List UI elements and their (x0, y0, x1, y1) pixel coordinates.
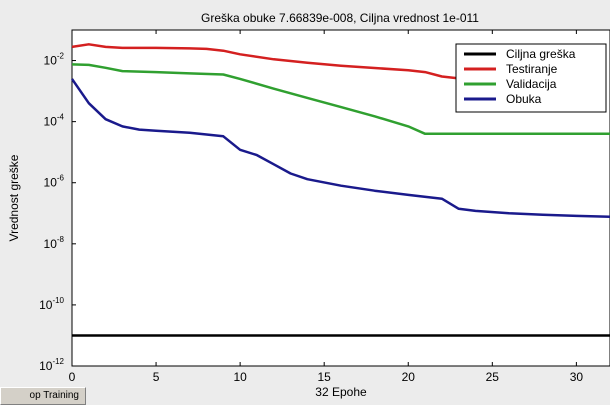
chart-title: Greška obuke 7.66839e-008, Ciljna vredno… (201, 11, 479, 25)
x-tick-label: 0 (69, 370, 76, 384)
series-line-3 (70, 78, 610, 218)
y-axis-ticks: 10-12 10-10 10-8 10-6 10-4 10-2 (39, 52, 76, 373)
series-line-1 (71, 43, 476, 80)
y-tick-label: 10-6 (44, 174, 65, 190)
x-tick-label: 10 (233, 370, 247, 384)
x-tick-label: 20 (402, 370, 416, 384)
x-tick-label: 25 (486, 370, 500, 384)
legend-entry: Testiranje (506, 62, 558, 76)
x-tick-label: 30 (570, 370, 584, 384)
y-tick-label: 10-2 (44, 52, 65, 68)
stop-training-button[interactable]: op Training (0, 387, 86, 405)
legend-entry: Ciljna greška (506, 47, 576, 61)
y-tick-label: 10-8 (44, 235, 65, 251)
x-tick-label: 15 (318, 370, 332, 384)
y-tick-label: 10-10 (39, 296, 64, 312)
legend-entry: Validacija (506, 77, 557, 91)
y-tick-label: 10-12 (39, 357, 64, 373)
x-axis-label: 32 Epohe (315, 385, 367, 399)
x-axis-ticks: 0 5 10 15 20 25 30 (69, 30, 584, 384)
series-lines (70, 43, 610, 337)
y-tick-label: 10-4 (44, 113, 65, 129)
legend-entry: Obuka (506, 92, 542, 106)
series-line-2 (71, 63, 610, 136)
x-tick-label: 5 (153, 370, 160, 384)
y-axis-label: Vrednost greške (7, 154, 21, 241)
